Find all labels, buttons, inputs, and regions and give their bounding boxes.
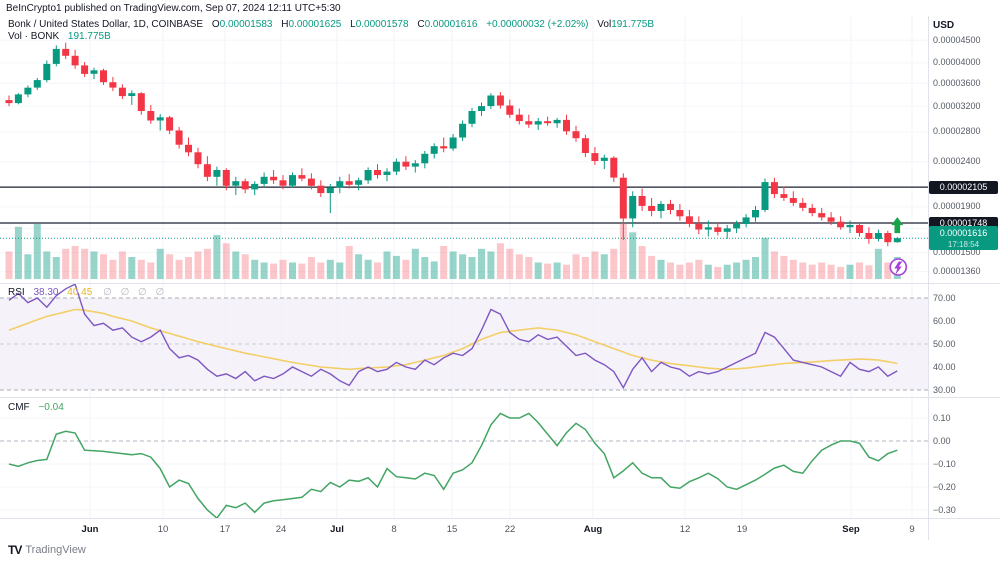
event-lightning-icon[interactable] <box>889 258 908 276</box>
high-label: H <box>281 19 289 30</box>
change-value: +0.00000032 (+2.02%) <box>486 19 589 30</box>
time-axis-label[interactable]: 17 <box>219 524 231 535</box>
rsi-title: RSI <box>8 287 25 298</box>
rsi-value: 38.30 <box>33 287 59 298</box>
current-price-badge: 0.00001616 17:18:54 <box>929 226 998 250</box>
time-axis-label[interactable]: Jun <box>81 524 99 535</box>
axis-tick-label: 0.00001900 <box>933 201 981 212</box>
cmf-legend[interactable]: CMF −0.04 <box>8 402 64 413</box>
candlestick-series <box>5 42 901 247</box>
volume-legend[interactable]: Vol · BONK 191.775B <box>8 31 111 42</box>
open-label: O <box>211 19 220 30</box>
volume-indicator-value: 191.775B <box>67 31 111 42</box>
price-level-badge-upper: 0.00002105 <box>929 181 998 194</box>
rsi-legend[interactable]: RSI 38.30 40.45 ∅ ∅ ∅ ∅ <box>8 287 167 298</box>
time-axis-label[interactable]: 9 <box>909 524 915 535</box>
axis-tick-label: 0.00002800 <box>933 126 981 137</box>
axis-tick-label: 0.00002400 <box>933 156 981 167</box>
cmf-grid <box>0 398 928 518</box>
currency-label: USD <box>933 20 955 31</box>
time-axis-label[interactable]: 15 <box>446 524 458 535</box>
time-axis-label[interactable]: 22 <box>504 524 516 535</box>
time-axis-label[interactable]: Jul <box>330 524 344 535</box>
volume-bars <box>5 224 901 280</box>
axis-tick-label: 0.00003200 <box>933 100 981 111</box>
high-value: 0.00001625 <box>288 19 342 30</box>
low-value: 0.00001578 <box>355 19 409 30</box>
price-volume-pane[interactable] <box>0 16 928 283</box>
time-axis-label[interactable]: 8 <box>391 524 397 535</box>
pane-separator[interactable] <box>0 397 1000 398</box>
tradingview-brand-name: TradingView <box>25 544 86 556</box>
low-label: L <box>350 19 356 30</box>
rsi-ma-value: 40.45 <box>67 287 93 298</box>
axis-tick-label: 0.10 <box>933 412 951 423</box>
tradingview-logo-icon: TV <box>8 543 22 557</box>
time-axis-separator <box>0 518 1000 519</box>
current-price-value: 0.00001616 <box>939 228 988 238</box>
axis-tick-label: 60.00 <box>933 315 956 326</box>
price-level-lines[interactable] <box>0 186 928 224</box>
axis-tick-label: 30.00 <box>933 384 956 395</box>
symbol-title: Bonk / United States Dollar, 1D, COINBAS… <box>8 19 204 30</box>
time-axis-label[interactable]: 10 <box>157 524 169 535</box>
axis-tick-label: 0.00004500 <box>933 34 981 45</box>
axis-tick-label: 0.00001500 <box>933 247 981 258</box>
pane-separator[interactable] <box>0 283 1000 284</box>
axis-tick-label: 50.00 <box>933 338 956 349</box>
time-axis-label[interactable]: Aug <box>583 524 603 535</box>
price-axis[interactable] <box>928 16 1000 540</box>
cmf-value: −0.04 <box>38 402 64 413</box>
axis-tick-label: 70.00 <box>933 292 956 303</box>
buy-arrow-marker[interactable] <box>891 217 904 234</box>
rsi-pane[interactable] <box>0 284 928 397</box>
symbol-legend[interactable]: Bonk / United States Dollar, 1D, COINBAS… <box>8 19 654 30</box>
cmf-title: CMF <box>8 402 30 413</box>
publisher-line: BeInCrypto1 published on TradingView.com… <box>6 3 341 14</box>
rsi-line <box>8 284 898 390</box>
close-label: C <box>417 19 425 30</box>
axis-tick-label: 0.00003600 <box>933 77 981 88</box>
main-grid <box>0 16 928 283</box>
rsi-hidden-values: ∅ ∅ ∅ ∅ <box>103 287 168 298</box>
axis-tick-label: 0.00004000 <box>933 57 981 68</box>
axis-tick-label: 40.00 <box>933 361 956 372</box>
axis-tick-label: 0.00 <box>933 435 951 446</box>
rsi-ma-line <box>8 308 898 371</box>
tradingview-brand[interactable]: TV TradingView <box>8 543 86 557</box>
volume-label: Vol <box>597 19 612 30</box>
axis-tick-label: −0.10 <box>933 458 956 469</box>
volume-value: 191.775B <box>611 19 655 30</box>
time-axis-label[interactable]: Sep <box>842 524 860 535</box>
volume-indicator-title: Vol · BONK <box>8 31 60 42</box>
rsi-grid <box>0 284 928 397</box>
time-axis-label[interactable]: 24 <box>275 524 287 535</box>
axis-tick-label: −0.30 <box>933 504 956 515</box>
open-value: 0.00001583 <box>219 19 273 30</box>
axis-tick-label: −0.20 <box>933 481 956 492</box>
cmf-pane[interactable] <box>0 398 928 518</box>
axis-tick-label: 0.00001360 <box>933 266 981 277</box>
close-value: 0.00001616 <box>424 19 478 30</box>
time-axis-label[interactable]: 19 <box>736 524 748 535</box>
cmf-line <box>8 412 898 518</box>
bar-countdown: 17:18:54 <box>947 240 980 249</box>
time-axis-label[interactable]: 12 <box>679 524 691 535</box>
